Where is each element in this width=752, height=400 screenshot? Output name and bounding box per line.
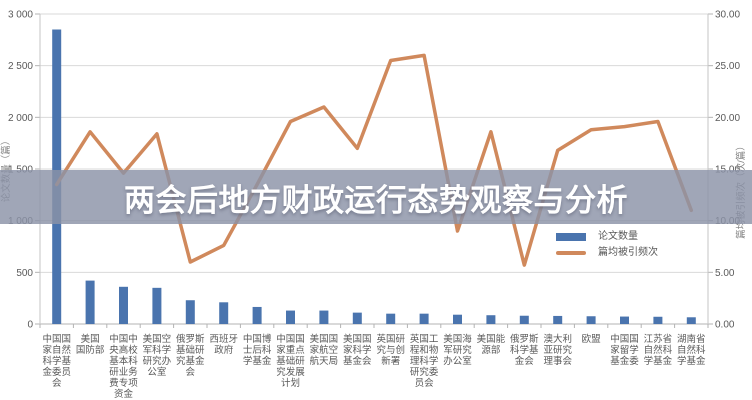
x-category-label: 中国国家重点基础研究发展计划 bbox=[276, 333, 305, 389]
x-category-label: 中国中央高校基本科研业务费专项资金 bbox=[109, 333, 138, 400]
left-axis-tick-label: 3 000 bbox=[8, 10, 33, 21]
paper-count-bar bbox=[419, 313, 429, 324]
x-category-label: 中国国家自然科学基金委员会 bbox=[42, 333, 71, 389]
x-category-label: 英国工程和物理科学研究委员会 bbox=[410, 333, 439, 389]
x-category-label: 澳大利亚研究理事会 bbox=[543, 333, 572, 367]
paper-count-bar bbox=[252, 306, 262, 324]
x-category-label: 美国国家科学基金会 bbox=[343, 333, 372, 367]
x-category-label: 中国国家留学基金委 bbox=[610, 333, 639, 367]
paper-count-bar bbox=[453, 314, 462, 324]
x-category-label: 美国能源部 bbox=[477, 333, 506, 356]
paper-count-bar bbox=[553, 315, 563, 324]
x-category-label: 西班牙政府 bbox=[209, 333, 238, 356]
right-axis-tick-label: 30.00 bbox=[715, 10, 740, 21]
bar-series-swatch bbox=[556, 232, 586, 241]
paper-count-bar bbox=[286, 310, 295, 324]
citation-frequency-line bbox=[54, 53, 694, 267]
right-axis-tick-label: 25.00 bbox=[715, 61, 740, 72]
legend-item-paper-count: 论文数量 bbox=[556, 231, 658, 242]
legend-label: 篇均被引频次 bbox=[598, 247, 658, 258]
paper-count-bar bbox=[686, 317, 696, 324]
legend-item-citation-freq: 篇均被引频次 bbox=[556, 247, 658, 258]
title-overlay-band: 两会后地方财政运行态势观察与分析 bbox=[0, 170, 752, 224]
paper-count-bar bbox=[620, 316, 629, 324]
left-axis-tick-label: 0 bbox=[27, 320, 33, 331]
paper-count-bar bbox=[152, 287, 162, 324]
right-axis-tick-label: 20.00 bbox=[715, 113, 740, 124]
paper-count-bar bbox=[119, 286, 128, 324]
paper-count-bar bbox=[486, 315, 496, 324]
paper-count-bar bbox=[586, 316, 596, 324]
right-axis-tick-label: 0.00 bbox=[715, 320, 735, 331]
line-series-swatch bbox=[556, 250, 586, 255]
chart-legend: 论文数量 篇均被引频次 bbox=[556, 231, 658, 258]
legend-label: 论文数量 bbox=[598, 231, 638, 242]
x-category-label: 美国海军研究办公室 bbox=[443, 333, 472, 367]
paper-count-bar bbox=[519, 315, 529, 324]
left-axis-tick-label: 2 500 bbox=[8, 61, 33, 72]
left-axis-tick-label: 500 bbox=[16, 268, 33, 279]
right-axis-tick-label: 5.00 bbox=[715, 268, 735, 279]
x-category-label: 湖南省自然科学基金 bbox=[677, 333, 706, 367]
x-category-label: 俄罗斯科学基金会 bbox=[510, 333, 539, 367]
paper-count-bar bbox=[319, 310, 329, 324]
x-category-label: 美国空军科学研究办公室 bbox=[143, 333, 172, 378]
x-category-label: 美国国家航空航天局 bbox=[310, 333, 339, 367]
left-axis-tick-label: 2 000 bbox=[8, 113, 33, 124]
paper-count-bar bbox=[219, 302, 229, 324]
overlay-title: 两会后地方财政运行态势观察与分析 bbox=[124, 182, 628, 218]
x-category-label: 英国研究与创新署 bbox=[376, 333, 405, 367]
x-category-label: 江苏省自然科学基金 bbox=[644, 333, 673, 367]
paper-count-bar bbox=[185, 300, 195, 324]
x-category-label: 俄罗斯基础研究基金会 bbox=[176, 333, 205, 378]
paper-count-bar bbox=[85, 280, 95, 324]
paper-count-bar bbox=[386, 313, 396, 324]
x-category-label: 中国博士后科学基金 bbox=[243, 333, 272, 367]
x-category-label: 美国国防部 bbox=[76, 333, 105, 356]
paper-count-bar bbox=[352, 312, 362, 324]
x-category-label: 欧盟 bbox=[582, 333, 602, 345]
paper-count-bar bbox=[653, 316, 663, 324]
